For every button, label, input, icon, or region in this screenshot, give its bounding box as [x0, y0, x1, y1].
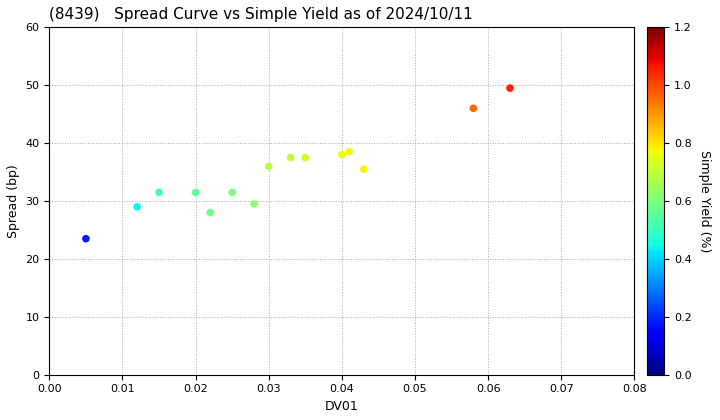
Point: [358, 166, 369, 173]
Point: [226, 189, 238, 196]
X-axis label: DV01: DV01: [325, 400, 359, 413]
Point: [263, 163, 274, 170]
Point: [336, 151, 348, 158]
Point: [131, 203, 143, 210]
Point: [153, 189, 165, 196]
Text: (8439)   Spread Curve vs Simple Yield as of 2024/10/11: (8439) Spread Curve vs Simple Yield as o…: [50, 7, 473, 22]
Point: [80, 235, 91, 242]
Y-axis label: Simple Yield (%): Simple Yield (%): [698, 150, 711, 252]
Point: [468, 105, 480, 112]
Point: [285, 154, 297, 161]
Point: [204, 209, 216, 216]
Point: [300, 154, 311, 161]
Y-axis label: Spread (bp): Spread (bp): [7, 164, 20, 238]
Point: [504, 85, 516, 92]
Point: [248, 201, 260, 207]
Point: [343, 148, 355, 155]
Point: [190, 189, 202, 196]
